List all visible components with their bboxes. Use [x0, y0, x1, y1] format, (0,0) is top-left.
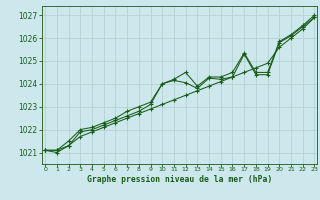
X-axis label: Graphe pression niveau de la mer (hPa): Graphe pression niveau de la mer (hPa)	[87, 175, 272, 184]
